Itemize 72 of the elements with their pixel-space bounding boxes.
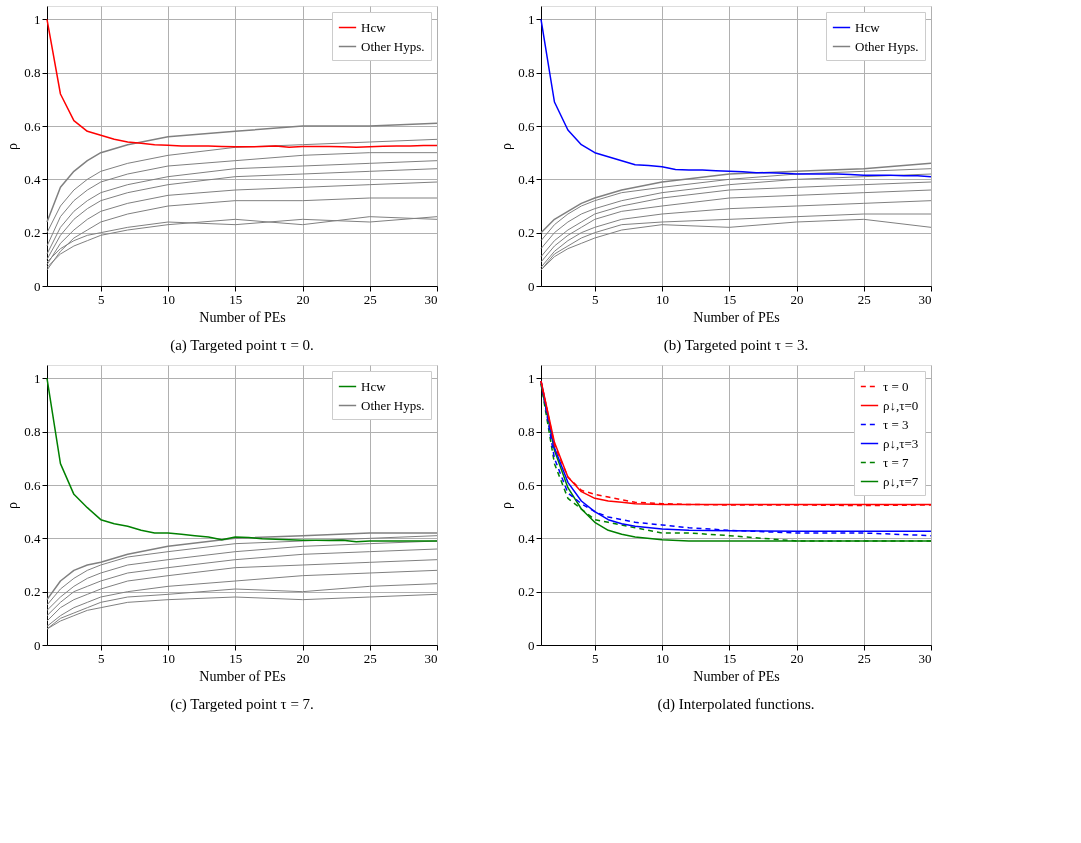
text: (c) Targeted point τ = 7.: [170, 696, 314, 713]
legend-label: τ = 0: [883, 378, 909, 394]
y-tick-label: 0.4: [518, 530, 535, 546]
y-tick-label: 0: [528, 637, 535, 653]
y-tick-label: 0.2: [24, 225, 41, 241]
x-tick-label: 15: [723, 291, 737, 307]
x-tick-label: 5: [592, 650, 599, 666]
x-tick-label: 15: [229, 650, 243, 666]
y-axis-title: ρ: [5, 143, 21, 150]
x-tick-label: 5: [98, 291, 105, 307]
y-tick-label: 0.8: [518, 65, 535, 81]
x-tick-label: 15: [229, 291, 243, 307]
text: (d) Interpolated functions.: [657, 696, 815, 713]
x-tick-label: 20: [790, 650, 804, 666]
y-axis-title: ρ: [499, 502, 515, 509]
legend-label: Other Hyps.: [361, 38, 425, 54]
y-axis-title: ρ: [5, 502, 21, 509]
y-tick-label: 0.8: [24, 65, 41, 81]
x-tick-label: 30: [424, 291, 438, 307]
x-tick-label: 10: [656, 650, 670, 666]
legend-label: Other Hyps.: [855, 38, 919, 54]
x-tick-label: 15: [723, 650, 737, 666]
y-tick-label: 0.2: [24, 584, 41, 600]
x-axis-title: Number of PEs: [693, 309, 780, 325]
y-tick-label: 0: [528, 278, 535, 294]
x-tick-label: 30: [918, 650, 932, 666]
x-axis-title: Number of PEs: [693, 668, 780, 684]
y-axis-title: ρ: [499, 143, 515, 150]
x-tick-label: 20: [296, 650, 310, 666]
y-tick-label: 0.8: [518, 424, 535, 440]
y-tick-label: 0.6: [24, 477, 41, 493]
y-tick-label: 1: [528, 370, 535, 386]
y-tick-label: 0.4: [518, 171, 535, 187]
y-tick-label: 0.6: [24, 118, 41, 134]
x-tick-label: 30: [424, 650, 438, 666]
y-tick-label: 0.6: [518, 477, 535, 493]
legend-label: τ = 3: [883, 416, 909, 432]
y-tick-label: 0.4: [24, 530, 41, 546]
x-tick-label: 25: [363, 291, 377, 307]
y-tick-label: 0.4: [24, 171, 41, 187]
legend-label: ρ↓,τ=0: [883, 397, 919, 413]
x-tick-label: 25: [857, 650, 871, 666]
y-tick-label: 1: [528, 11, 535, 27]
legend-label: Hcw: [855, 19, 881, 35]
x-axis-title: Number of PEs: [199, 668, 286, 684]
x-tick-label: 5: [592, 291, 599, 307]
legend-label: τ = 7: [883, 454, 910, 470]
x-tick-label: 10: [656, 291, 670, 307]
legend-label: Hcw: [361, 378, 387, 394]
y-tick-label: 0.8: [24, 424, 41, 440]
x-tick-label: 20: [790, 291, 804, 307]
y-tick-label: 0.6: [518, 118, 535, 134]
x-axis-title: Number of PEs: [199, 309, 286, 325]
legend-label: Hcw: [361, 19, 387, 35]
x-tick-label: 5: [98, 650, 105, 666]
y-tick-label: 0: [34, 278, 41, 294]
y-tick-label: 0.2: [518, 225, 535, 241]
y-tick-label: 1: [34, 370, 41, 386]
legend-label: ρ↓,τ=3: [883, 435, 919, 451]
y-tick-label: 0.2: [518, 584, 535, 600]
x-tick-label: 20: [296, 291, 310, 307]
y-tick-label: 1: [34, 11, 41, 27]
x-tick-label: 10: [162, 291, 176, 307]
x-tick-label: 25: [363, 650, 377, 666]
text: (b) Targeted point τ = 3.: [663, 337, 809, 354]
x-tick-label: 30: [918, 291, 932, 307]
legend-label: ρ↓,τ=7: [883, 473, 919, 489]
legend-label: Other Hyps.: [361, 397, 425, 413]
y-tick-label: 0: [34, 637, 41, 653]
x-tick-label: 10: [162, 650, 176, 666]
x-tick-label: 25: [857, 291, 871, 307]
text: (a) Targeted point τ = 0.: [170, 337, 314, 354]
